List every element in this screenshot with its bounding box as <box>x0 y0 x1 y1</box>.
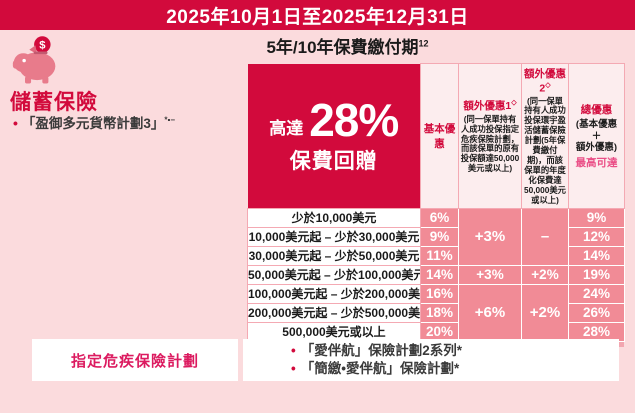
basic-value: 14% <box>420 264 459 285</box>
extra2-footnote: ◇ <box>545 82 551 89</box>
total-value: 24% <box>568 283 625 304</box>
date-range-banner: 2025年10月1日至2025年12月31日 <box>0 0 635 30</box>
row-label: 50,000美元起 – 少於100,000美元 <box>247 264 421 285</box>
row-label: 少於10,000美元 <box>247 207 421 228</box>
total-value: 12% <box>568 226 625 247</box>
svg-text:$: $ <box>39 39 46 51</box>
promo-headline-cell: 高達 28% 保費回贈 <box>247 63 421 209</box>
category-title: 儲蓄保險 <box>10 91 98 114</box>
list-item: • 「愛伴航」保險計劃2系列* <box>291 342 619 360</box>
payment-period-heading: 5年/10年保費繳付期12 <box>250 33 445 58</box>
extra1-merged-value: +3% <box>458 207 522 266</box>
extra2-merged-value: – <box>521 207 569 266</box>
critical-illness-plans-box: • 「愛伴航」保險計劃2系列* • 「簡繳•愛伴航」保險計劃* <box>243 339 619 381</box>
total-note: (基本優惠 ＋ 額外優惠) <box>575 119 618 154</box>
basic-value: 18% <box>420 302 459 323</box>
row-label: 10,000美元起 – 少於30,000美元 <box>247 226 421 247</box>
basic-value: 11% <box>420 245 459 266</box>
offer-table: 高達 28% 保費回贈 基本優惠 額外優惠1◇ (同一保單持有人成功投保指定危疾… <box>247 63 625 342</box>
total-suffix: 最高可達 <box>575 156 618 169</box>
basic-title: 基本優惠 <box>423 122 456 150</box>
date-range-text: 2025年10月1日至2025年12月31日 <box>166 6 469 28</box>
column-header-extra2: 額外優惠2◇ (同一保單持有人成功投保環宇盈活儲蓄保險計劃(5年保費繳付期)，而… <box>521 63 569 209</box>
critical-illness-label-box: 指定危疾保險計劃 <box>32 339 238 381</box>
extra1-footnote: ◇ <box>511 99 517 107</box>
table-row: 30,000美元起 – 少於50,000美元 11% 14% <box>247 245 625 266</box>
total-value: 14% <box>568 245 625 266</box>
total-value: 26% <box>568 302 625 323</box>
extra1-value: +3% <box>458 264 522 285</box>
payment-period-footnote: 12 <box>418 38 429 49</box>
extra2-value: +2% <box>521 264 569 285</box>
extra2-note: (同一保單持有人成功投保環宇盈活儲蓄保險計劃(5年保費繳付期)，而該保單的年度化… <box>524 95 566 206</box>
payment-period-text: 5年/10年保費繳付期 <box>266 38 419 57</box>
table-row: 100,000美元起 – 少於200,000美元 16% +6% +2% 24% <box>247 283 625 342</box>
critical-illness-label: 指定危疾保險計劃 <box>70 352 199 370</box>
bullet-icon: • <box>13 115 18 131</box>
column-header-extra1: 額外優惠1◇ (同一保單持有人成功投保指定危疾保險計劃，而該保單的原有投保額達5… <box>458 63 522 209</box>
promo-value: 28% <box>309 93 399 146</box>
table-row: 200,000美元起 – 少於500,000美元 18% 26% <box>247 302 625 323</box>
basic-value: 6% <box>420 207 459 228</box>
promo-prefix: 高達 <box>269 119 304 139</box>
extra1-title: 額外優惠1 <box>463 99 512 112</box>
list-item: • 「簡繳•愛伴航」保險計劃* <box>291 360 619 378</box>
row-label: 100,000美元起 – 少於200,000美元 <box>247 283 421 304</box>
row-label: 200,000美元起 – 少於500,000美元 <box>247 302 421 323</box>
basic-value: 9% <box>420 226 459 247</box>
product-name: 「盈御多元貨幣計劃3」 <box>21 116 165 131</box>
table-row: 少於10,000美元 6% +3% – 9% <box>247 207 625 266</box>
product-footnotes: *▪− <box>164 115 176 125</box>
bullet-icon: • <box>291 361 296 376</box>
total-value: 28% <box>568 321 625 342</box>
total-title: 總優惠 <box>580 104 613 117</box>
plan-name: 「簡繳•愛伴航」保險計劃* <box>300 361 460 376</box>
column-header-total: 總優惠 (基本優惠 ＋ 額外優惠) 最高可達 <box>568 63 625 209</box>
offer-table-wrap: 高達 28% 保費回贈 基本優惠 額外優惠1◇ (同一保單持有人成功投保指定危疾… <box>247 63 625 347</box>
table-row: 50,000美元起 – 少於100,000美元 14% +3% +2% 19% <box>247 264 625 285</box>
extra2-merged-value: +2% <box>521 283 569 342</box>
extra1-note: (同一保單持有人成功投保指定危疾保險計劃，而該保單的原有投保額達50,000美元… <box>460 113 520 174</box>
piggy-bank-icon: $ <box>12 36 56 84</box>
total-value: 19% <box>568 264 625 285</box>
basic-value: 16% <box>420 283 459 304</box>
row-label: 30,000美元起 – 少於50,000美元 <box>247 245 421 266</box>
table-row: 10,000美元起 – 少於30,000美元 9% 12% <box>247 226 625 247</box>
total-value: 9% <box>568 207 625 228</box>
extra1-merged-value: +6% <box>458 283 522 342</box>
promo-suffix: 保費回贈 <box>289 149 378 173</box>
extra2-title: 額外優惠2 <box>524 68 566 95</box>
plan-name: 「愛伴航」保險計劃2系列* <box>300 343 462 359</box>
product-bullet-item: • 「盈御多元貨幣計劃3」*▪− <box>13 112 175 132</box>
bullet-icon: • <box>291 343 296 359</box>
column-header-basic: 基本優惠 <box>420 63 459 209</box>
